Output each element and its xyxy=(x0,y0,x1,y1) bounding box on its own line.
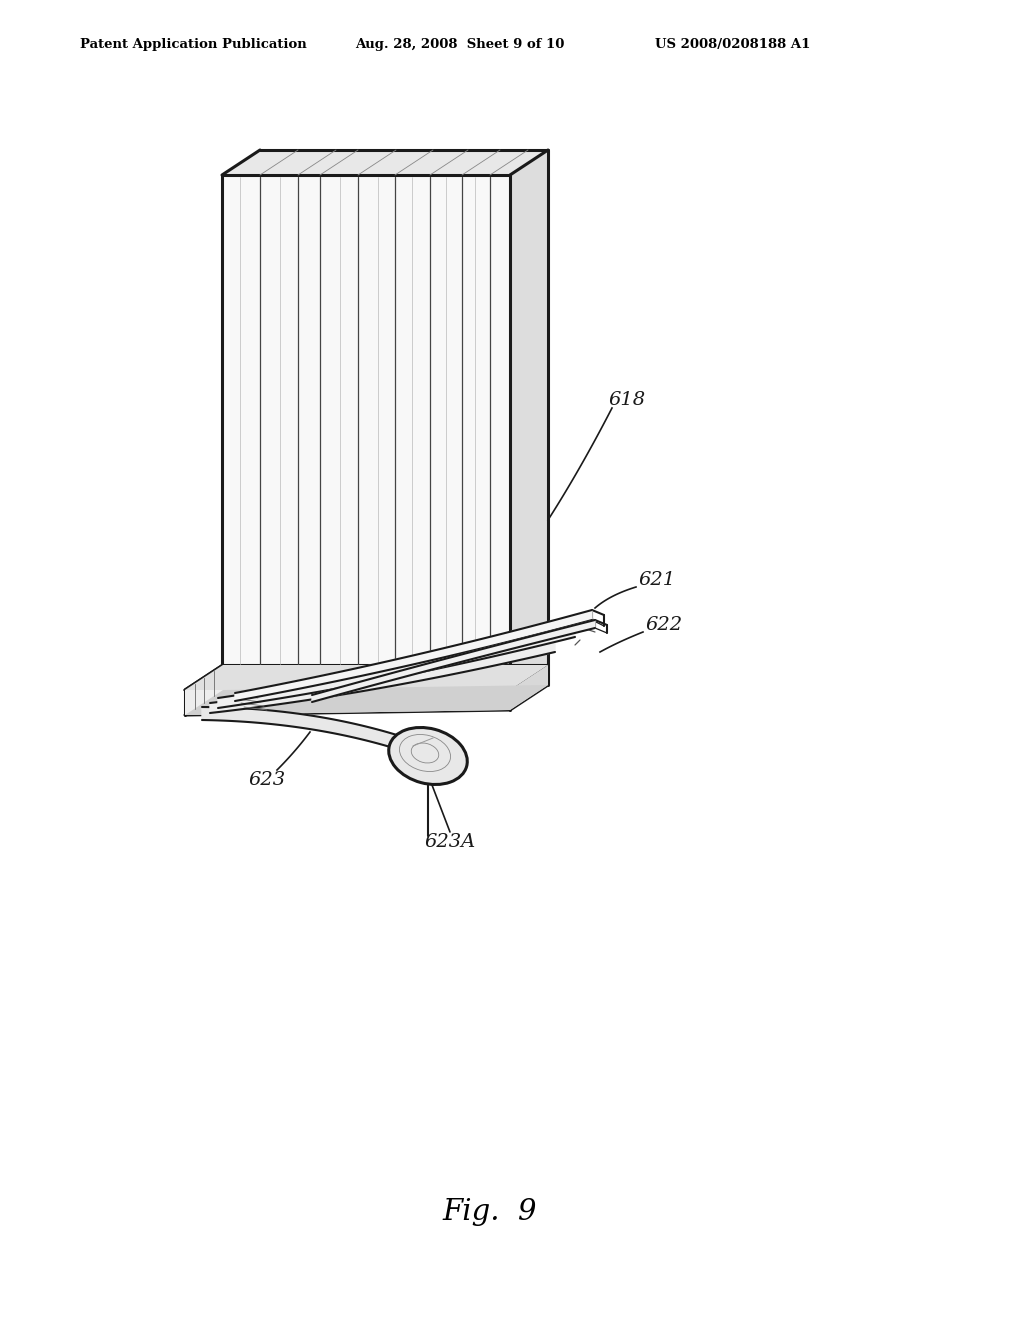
Text: Aug. 28, 2008  Sheet 9 of 10: Aug. 28, 2008 Sheet 9 of 10 xyxy=(355,38,564,51)
Text: 623: 623 xyxy=(249,771,286,789)
Text: 622: 622 xyxy=(645,616,682,634)
Text: 621: 621 xyxy=(638,572,675,589)
Text: 623A: 623A xyxy=(424,833,475,851)
Polygon shape xyxy=(185,690,510,715)
Polygon shape xyxy=(222,150,548,176)
Text: Fig.  9: Fig. 9 xyxy=(442,1199,538,1226)
Polygon shape xyxy=(185,665,548,690)
Polygon shape xyxy=(510,150,548,690)
Polygon shape xyxy=(510,665,548,710)
Ellipse shape xyxy=(389,727,467,784)
Text: US 2008/0208188 A1: US 2008/0208188 A1 xyxy=(655,38,810,51)
Polygon shape xyxy=(222,176,510,690)
Polygon shape xyxy=(202,708,435,762)
Polygon shape xyxy=(210,640,555,713)
Polygon shape xyxy=(218,626,575,708)
Polygon shape xyxy=(312,620,595,702)
Polygon shape xyxy=(234,610,592,701)
Polygon shape xyxy=(185,685,548,715)
Text: Patent Application Publication: Patent Application Publication xyxy=(80,38,307,51)
Text: 618: 618 xyxy=(608,391,645,409)
